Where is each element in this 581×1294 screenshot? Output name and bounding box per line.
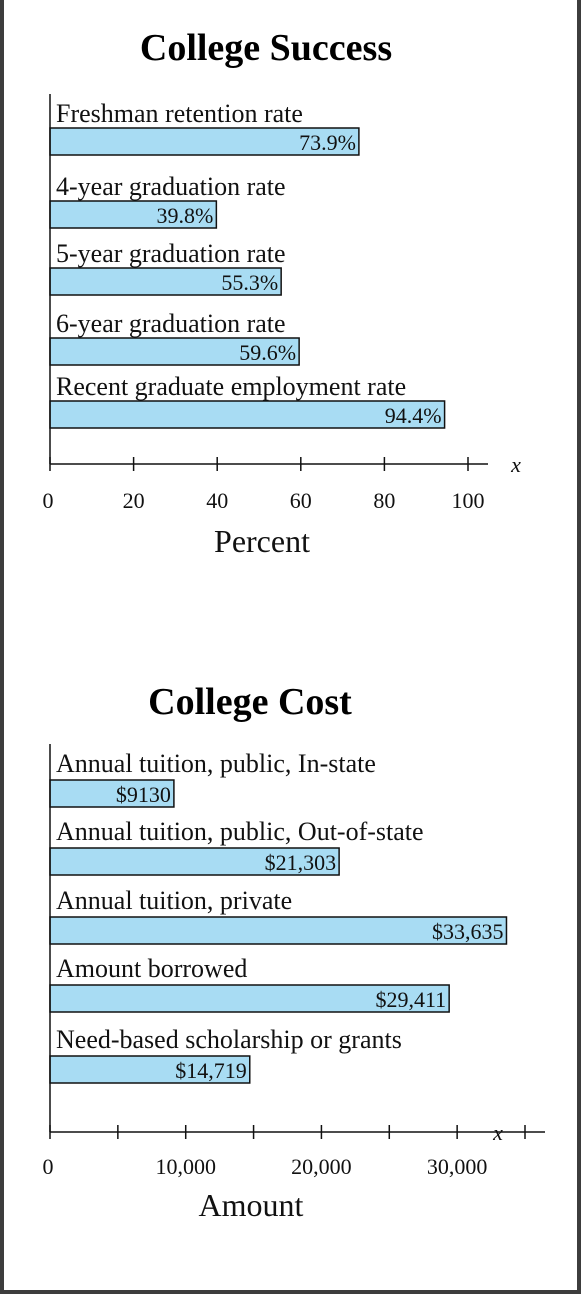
- chart-1-title: College Success: [140, 27, 392, 69]
- chart-2-data-label: $9130: [116, 782, 171, 807]
- chart-2-bar: [49, 779, 175, 808]
- bar-charts: College Success Freshman retention rate73…: [43, 27, 545, 1223]
- chart-2-data-label: $33,635: [432, 919, 504, 944]
- chart-1-tick-label: 80: [373, 488, 395, 513]
- chart-1-category-label: 4-year graduation rate: [56, 172, 286, 201]
- chart-2-category-label: Amount borrowed: [56, 954, 247, 983]
- chart-2-title: College Cost: [148, 681, 352, 723]
- chart-1-bar: [49, 337, 300, 366]
- chart-1-data-label: 55.3%: [221, 270, 278, 295]
- chart-1-tick-label: 0: [43, 488, 54, 513]
- chart-2-tick-label: 10,000: [155, 1154, 216, 1179]
- chart-1-category-label: Recent graduate employment rate: [56, 372, 406, 401]
- chart-2-bar: [49, 984, 450, 1013]
- chart-1-bar: [49, 400, 446, 429]
- chart-1-category-label: 5-year graduation rate: [56, 239, 286, 268]
- chart-1-bar: [49, 267, 282, 296]
- chart-1-category-label: Freshman retention rate: [56, 99, 303, 128]
- chart-2-tick-label: 30,000: [427, 1154, 488, 1179]
- chart-2-category-label: Annual tuition, public, In-state: [56, 749, 376, 778]
- chart-2-bar: [49, 847, 340, 876]
- chart-2-data-label: $14,719: [175, 1058, 247, 1083]
- page: College Success Freshman retention rate 73…: [4, 0, 577, 1290]
- chart-1-axis-variable: x: [510, 452, 521, 477]
- chart-2-axis-variable: x: [492, 1120, 503, 1145]
- chart-2-tick-label: 20,000: [291, 1154, 352, 1179]
- chart-1-x-axis-label: Percent: [214, 523, 310, 559]
- chart-1-data-label: 59.6%: [239, 340, 296, 365]
- chart-2-tick-label: 0: [43, 1154, 54, 1179]
- chart-1-tick-label: 100: [452, 488, 485, 513]
- chart-2-data-label: $21,303: [265, 850, 337, 875]
- chart-2-bar: [49, 916, 508, 945]
- chart-2-category-label: Annual tuition, private: [56, 886, 292, 915]
- chart-1-tick-label: 60: [290, 488, 312, 513]
- chart-2-data-label: $29,411: [375, 987, 446, 1012]
- chart-1-category-label: 6-year graduation rate: [56, 309, 286, 338]
- chart-1-bar: [49, 200, 218, 229]
- chart-2-x-axis-label: Amount: [199, 1187, 304, 1223]
- chart-1-tick-label: 40: [206, 488, 228, 513]
- chart-2-category-label: Need-based scholarship or grants: [56, 1025, 402, 1054]
- chart-1-data-label: 94.4%: [385, 403, 442, 428]
- chart-2-bar: [49, 1055, 251, 1084]
- chart-2-category-label: Annual tuition, public, Out-of-state: [56, 817, 424, 846]
- chart-1-data-label: 73.9%: [299, 130, 356, 155]
- chart-1-data-label: 39.8%: [157, 203, 214, 228]
- chart-1-tick-label: 20: [123, 488, 145, 513]
